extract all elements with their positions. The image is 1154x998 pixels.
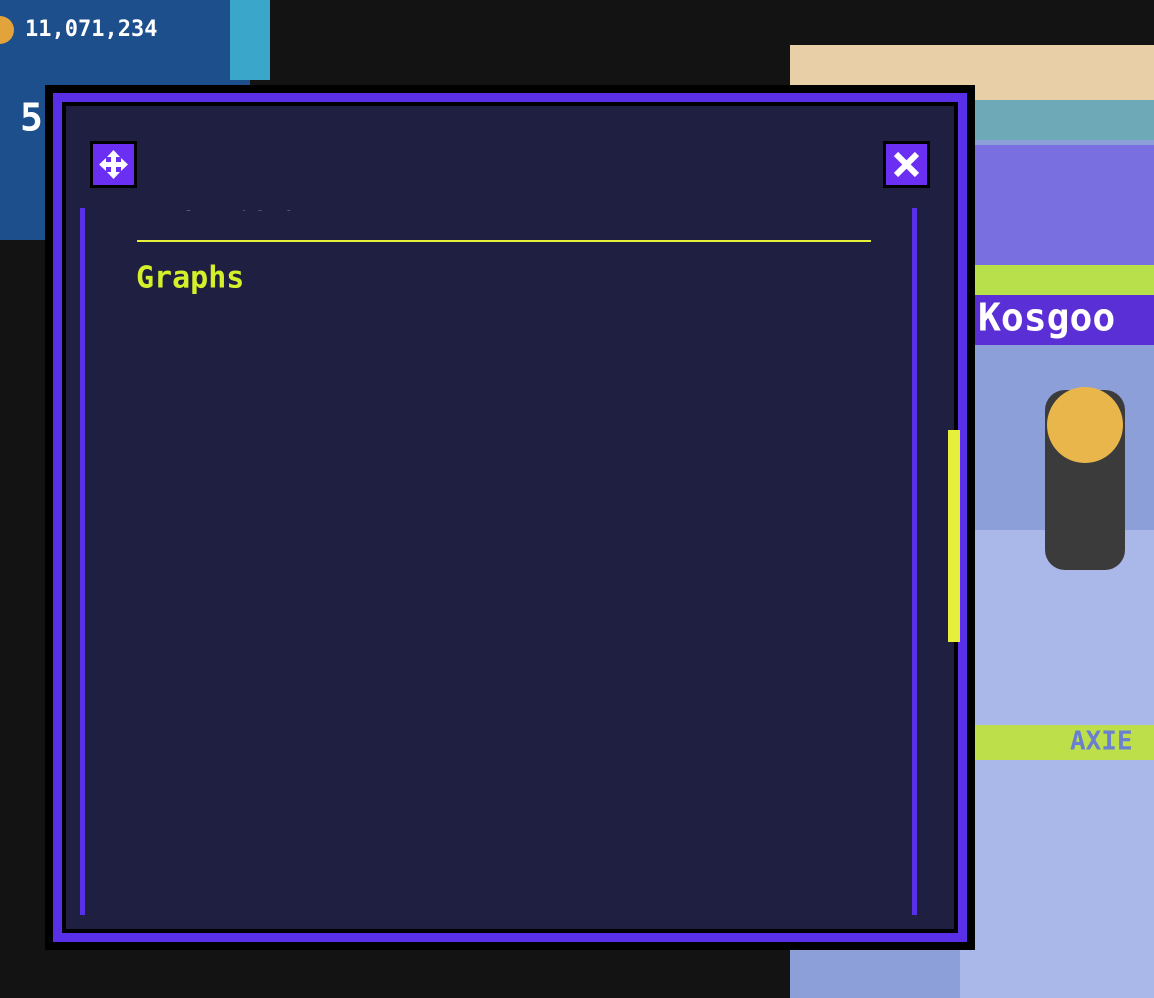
sign-text: AXIE xyxy=(1070,727,1133,757)
name-banner xyxy=(970,295,1154,345)
close-button[interactable] xyxy=(883,141,930,188)
panel xyxy=(66,106,954,929)
sign-board xyxy=(960,725,1154,760)
content-border-left xyxy=(80,208,85,915)
coin-count: 11,071,234 xyxy=(25,17,157,42)
pixel-tasks-value: 1 xyxy=(375,188,389,216)
gem-count: 5 xyxy=(20,96,43,140)
panel-content: Pixel Tasks: 1 Graphs xyxy=(136,188,871,296)
content-border-right xyxy=(912,208,917,915)
move-button[interactable] xyxy=(90,141,137,188)
player-head xyxy=(1047,387,1123,463)
water-edge xyxy=(230,0,270,80)
stage xyxy=(960,145,1154,265)
tiles xyxy=(960,530,1154,998)
stage-strip xyxy=(960,265,1154,295)
pixel-tasks-label: Pixel Tasks: xyxy=(137,188,310,216)
coin-icon xyxy=(0,16,14,44)
player-name: Kosgoo xyxy=(978,296,1115,340)
section-title: Graphs xyxy=(136,261,244,296)
scrollbar[interactable] xyxy=(948,430,960,642)
